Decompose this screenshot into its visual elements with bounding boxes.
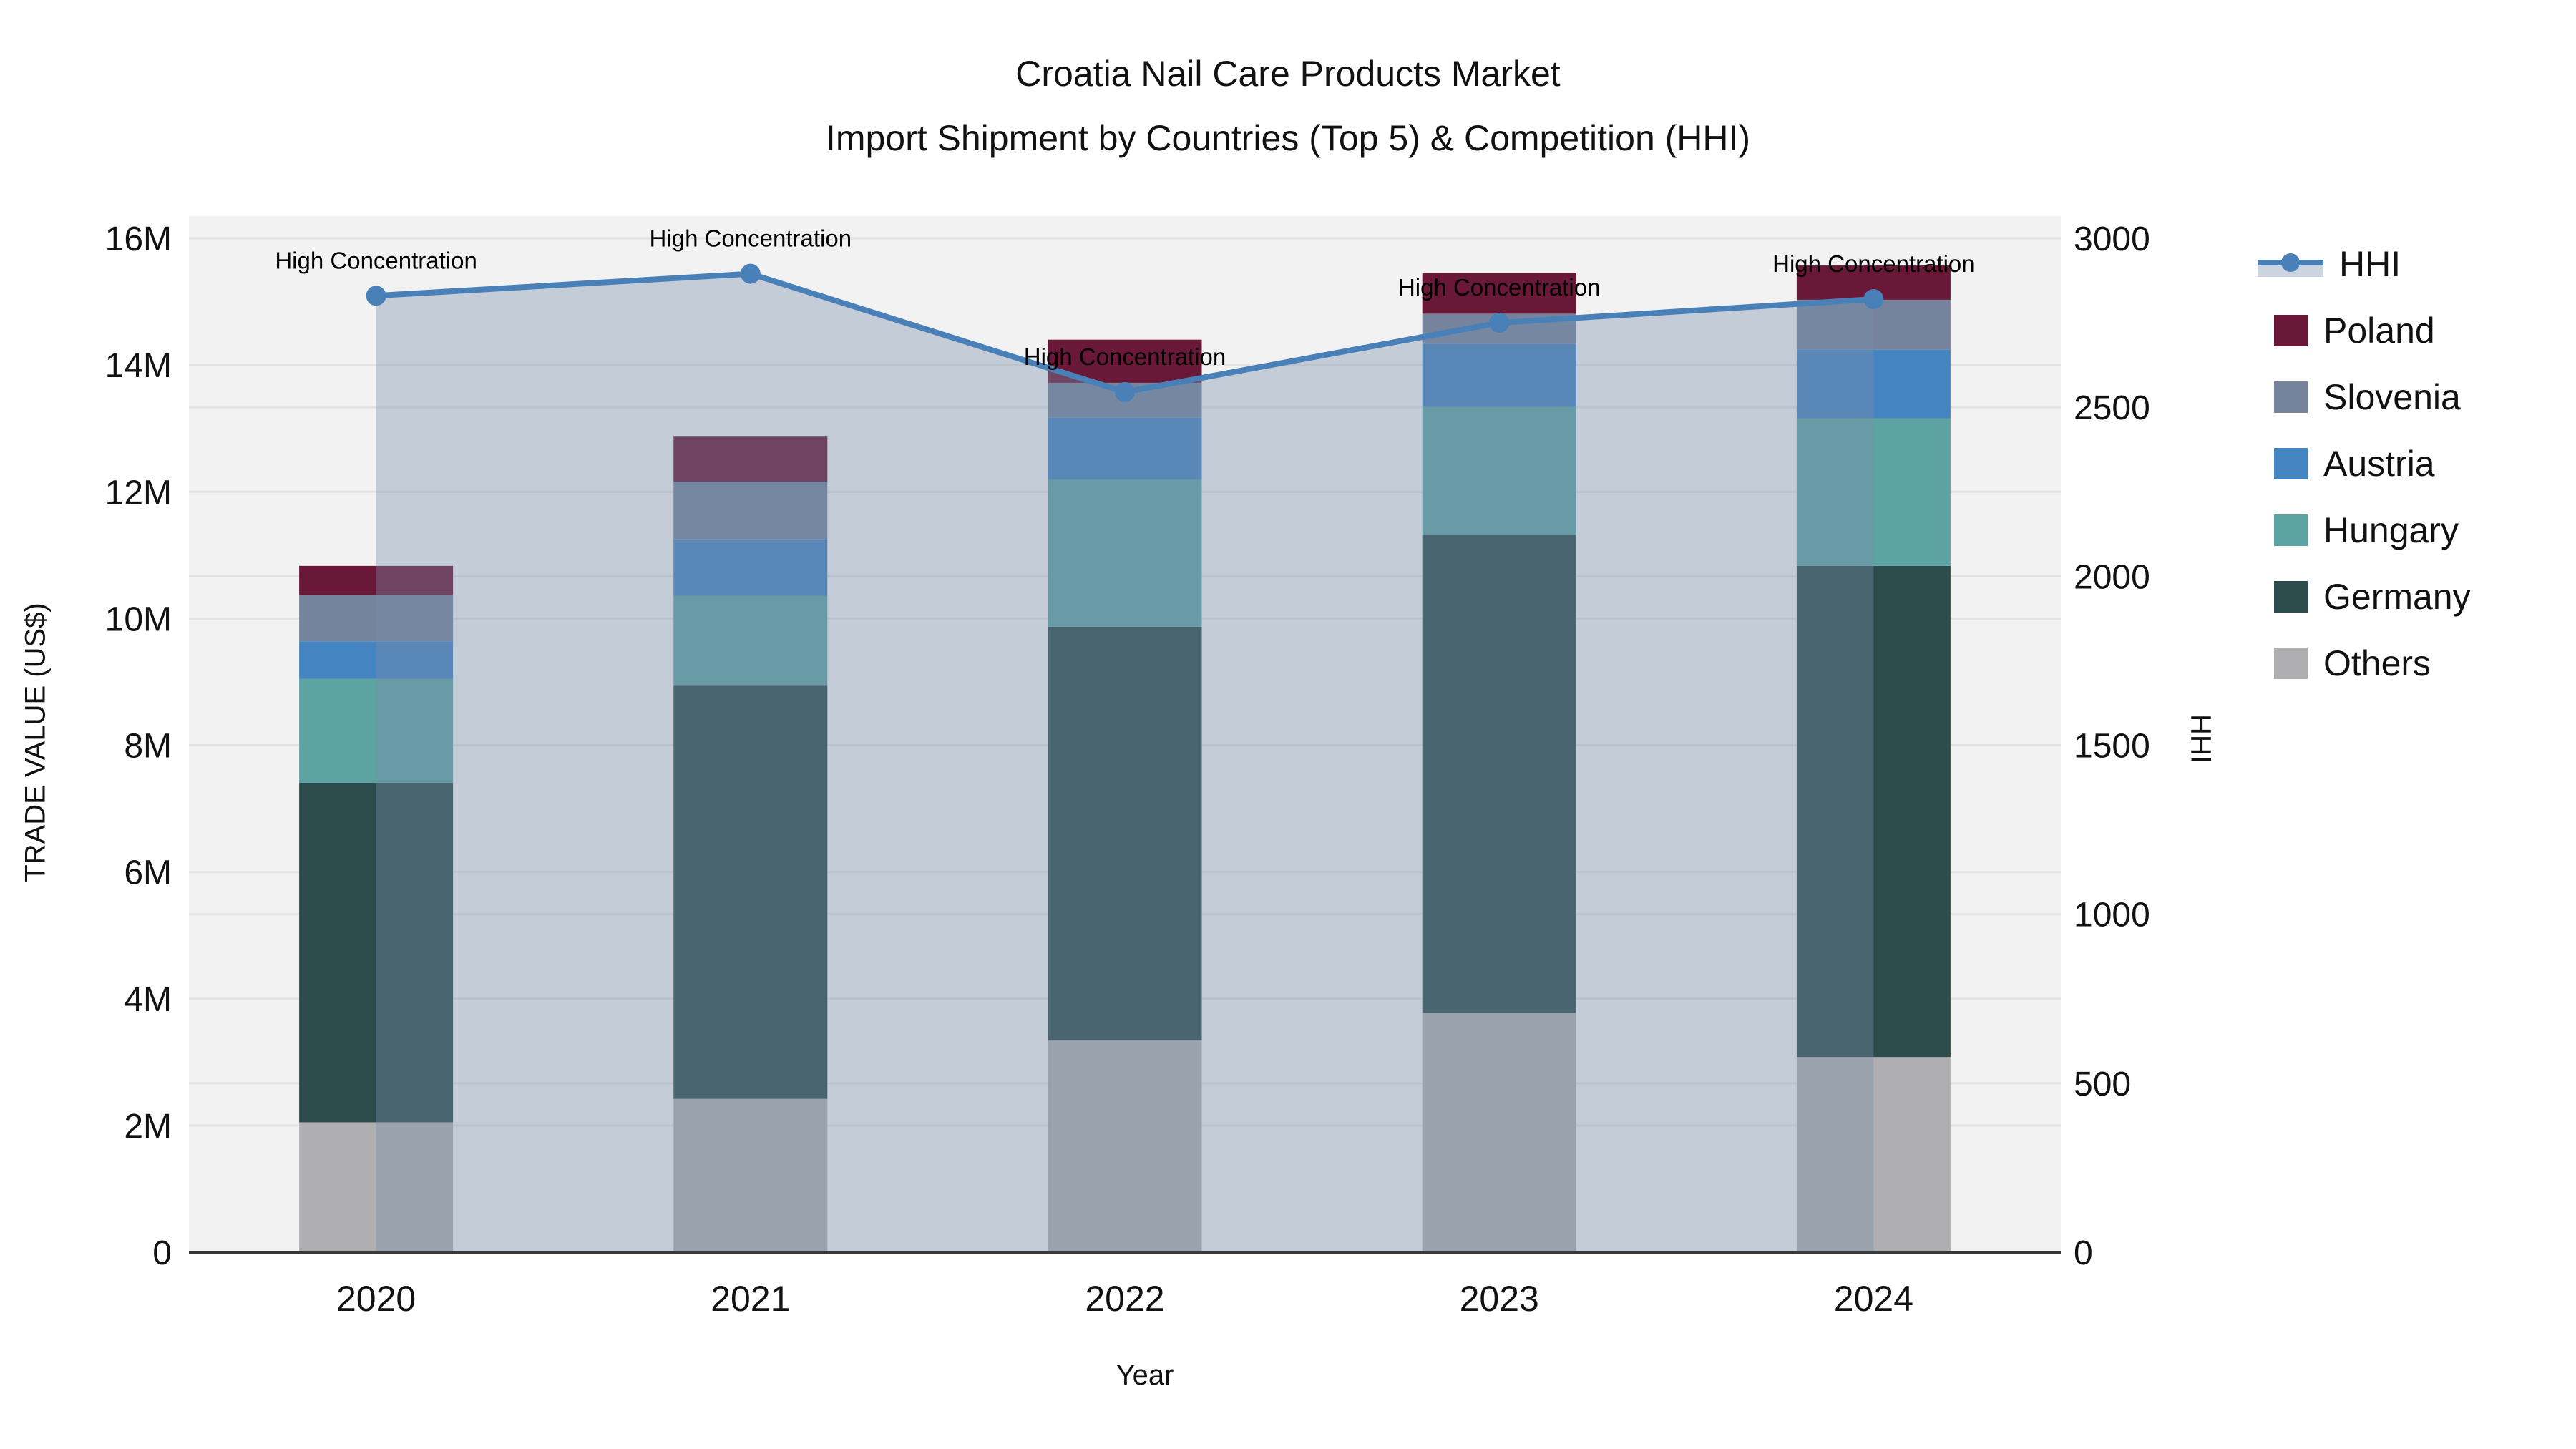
legend-label-slovenia: Slovenia xyxy=(2323,376,2461,417)
bar-segment-others-2023[interactable] xyxy=(1422,1013,1576,1252)
hhi-area-fill xyxy=(376,273,1874,1253)
bar-segment-slovenia-2021[interactable] xyxy=(673,482,828,540)
hhi-point-2023[interactable] xyxy=(1489,313,1510,333)
y-left-tick-label-0: 0 xyxy=(152,1234,172,1272)
legend-label-poland: Poland xyxy=(2323,310,2435,351)
bar-segment-hungary-2024[interactable] xyxy=(1796,418,1951,566)
y-left-tick-label-2M: 2M xyxy=(124,1108,172,1146)
annotation-high-concentration-2021: High Concentration xyxy=(650,225,852,252)
hhi-point-2022[interactable] xyxy=(1115,381,1135,402)
hhi-point-2021[interactable] xyxy=(740,263,761,284)
bar-segment-germany-2022[interactable] xyxy=(1048,626,1202,1040)
hhi-point-2020[interactable] xyxy=(366,286,386,306)
bar-segment-austria-2020[interactable] xyxy=(299,641,454,679)
chart-title: Croatia Nail Care Products Market Import… xyxy=(0,42,2576,170)
y-right-axis-title: HHI xyxy=(2185,714,2217,763)
y-left-tick-label-8M: 8M xyxy=(124,728,172,766)
legend-swatch-austria xyxy=(2274,447,2308,479)
y-left-tick-label-16M: 16M xyxy=(105,220,172,258)
legend-label-hhi: HHI xyxy=(2339,243,2401,284)
y-left-axis-title: TRADE VALUE (US$) xyxy=(19,602,52,882)
y-left-tick-label-10M: 10M xyxy=(105,600,172,638)
legend-swatch-slovenia xyxy=(2274,381,2308,413)
legend-swatch-others xyxy=(2274,647,2308,679)
x-axis-title: Year xyxy=(1116,1360,1174,1391)
legend-item-germany[interactable]: Germany xyxy=(2258,563,2471,630)
legend-label-austria: Austria xyxy=(2323,443,2435,484)
y-right-tick-label-500: 500 xyxy=(2074,1065,2131,1103)
bar-segment-others-2020[interactable] xyxy=(299,1122,454,1252)
y-right-tick-label-2500: 2500 xyxy=(2074,389,2150,427)
legend-item-austria[interactable]: Austria xyxy=(2258,430,2471,497)
bar-segment-others-2021[interactable] xyxy=(673,1098,828,1252)
legend-label-others: Others xyxy=(2323,643,2431,683)
hhi-line-legend-marker xyxy=(2281,253,2300,272)
x-tick-label-2021: 2021 xyxy=(711,1279,790,1319)
y-right-tick-label-0: 0 xyxy=(2074,1234,2093,1272)
x-tick-label-2023: 2023 xyxy=(1460,1279,1539,1319)
bar-segment-hungary-2023[interactable] xyxy=(1422,406,1576,535)
legend-swatch-hungary xyxy=(2274,514,2308,546)
y-right-tick-label-1000: 1000 xyxy=(2074,897,2150,935)
bar-segment-hungary-2021[interactable] xyxy=(673,595,828,686)
bar-segment-austria-2021[interactable] xyxy=(673,539,828,596)
legend-swatch-germany xyxy=(2274,580,2308,613)
annotation-high-concentration-2023: High Concentration xyxy=(1398,274,1601,301)
bar-segment-poland-2021[interactable] xyxy=(673,436,828,482)
legend-item-poland[interactable]: Poland xyxy=(2258,297,2471,364)
bar-segment-germany-2020[interactable] xyxy=(299,782,454,1123)
legend-item-hhi[interactable]: HHI xyxy=(2258,230,2471,297)
annotation-high-concentration-2024: High Concentration xyxy=(1772,250,1975,277)
bar-segment-hungary-2020[interactable] xyxy=(299,678,454,783)
y-left-tick-label-12M: 12M xyxy=(105,474,172,512)
legend: HHI Poland Slovenia Austria Hungary Germany Ot… xyxy=(2258,230,2471,696)
bar-segment-austria-2023[interactable] xyxy=(1422,343,1576,407)
bar-segment-others-2024[interactable] xyxy=(1796,1057,1951,1252)
legend-label-germany: Germany xyxy=(2323,576,2471,617)
annotation-high-concentration-2020: High Concentration xyxy=(275,247,477,273)
y-right-tick-label-3000: 3000 xyxy=(2074,220,2150,258)
x-tick-label-2020: 2020 xyxy=(336,1279,416,1319)
y-right-tick-label-1500: 1500 xyxy=(2074,728,2150,766)
x-tick-label-2024: 2024 xyxy=(1834,1279,1913,1319)
legend-item-hungary[interactable]: Hungary xyxy=(2258,497,2471,563)
bar-segment-others-2022[interactable] xyxy=(1048,1040,1202,1252)
y-left-tick-label-4M: 4M xyxy=(124,981,172,1019)
legend-item-slovenia[interactable]: Slovenia xyxy=(2258,364,2471,430)
bar-segment-hungary-2022[interactable] xyxy=(1048,479,1202,627)
x-tick-label-2022: 2022 xyxy=(1085,1279,1164,1319)
legend-swatch-poland xyxy=(2274,314,2308,346)
y-right-tick-label-2000: 2000 xyxy=(2074,558,2150,596)
annotation-high-concentration-2022: High Concentration xyxy=(1024,343,1226,370)
bar-segment-poland-2020[interactable] xyxy=(299,565,454,595)
legend-item-others[interactable]: Others xyxy=(2258,630,2471,696)
hhi-point-2024[interactable] xyxy=(1863,289,1884,310)
bar-segment-austria-2022[interactable] xyxy=(1048,417,1202,480)
hhi-line-legend-icon xyxy=(2258,250,2323,278)
bar-segment-germany-2021[interactable] xyxy=(673,685,828,1099)
chart-title-line2: Import Shipment by Countries (Top 5) & C… xyxy=(825,118,1751,158)
bar-segment-germany-2024[interactable] xyxy=(1796,565,1951,1058)
bar-segment-poland-2023[interactable] xyxy=(1422,273,1576,314)
bar-segment-austria-2024[interactable] xyxy=(1796,349,1951,419)
bar-segment-slovenia-2020[interactable] xyxy=(299,595,454,642)
legend-label-hungary: Hungary xyxy=(2323,509,2459,550)
y-left-tick-label-14M: 14M xyxy=(105,347,172,385)
bar-segment-germany-2023[interactable] xyxy=(1422,535,1576,1013)
y-left-tick-label-6M: 6M xyxy=(124,854,172,892)
chart-title-line1: Croatia Nail Care Products Market xyxy=(1015,54,1561,94)
